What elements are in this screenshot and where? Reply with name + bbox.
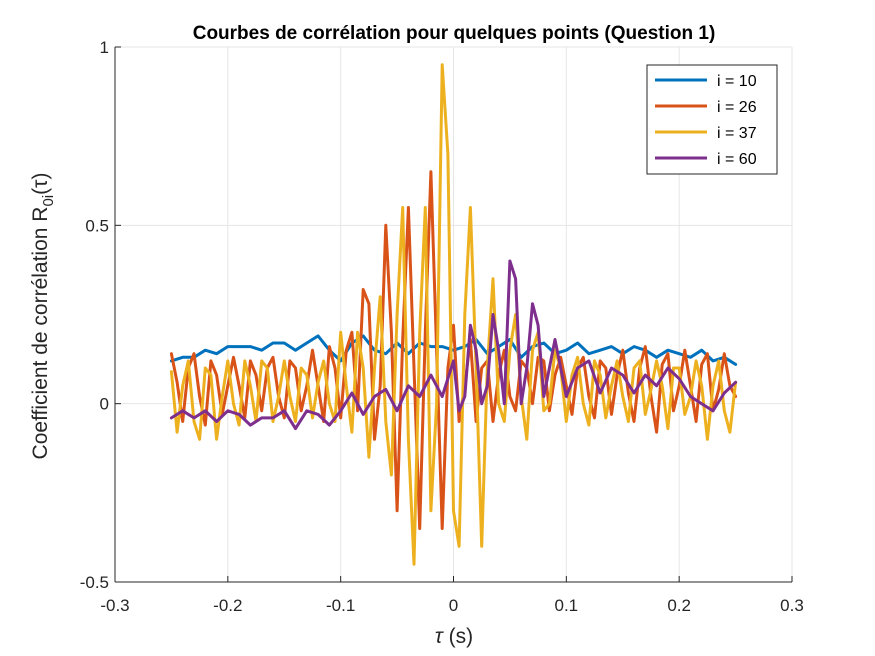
series-line-4 — [169, 259, 738, 431]
legend-label: i = 10 — [717, 73, 757, 90]
axes: -0.3 -0.2 -0.1 0 0.1 0.2 0.3 -0.5 0 0.5 1 — [80, 38, 804, 615]
series-lines — [169, 63, 738, 566]
x-axis-symbol: τ — [435, 625, 444, 648]
y-axis-label-suffix: (τ) — [29, 173, 52, 195]
chart-title: Courbes de corrélation pour quelques poi… — [193, 23, 716, 44]
x-tick-label: -0.2 — [213, 596, 242, 615]
y-axis-label-subscript: 0i — [40, 195, 57, 207]
y-tick-label: 0 — [100, 395, 109, 414]
x-tick-label: 0.3 — [780, 596, 804, 615]
x-axis-label: τ (s) — [435, 625, 473, 648]
x-tick-label: 0.2 — [667, 596, 691, 615]
legend-label: i = 37 — [717, 125, 757, 142]
x-tick-label: -0.1 — [326, 596, 355, 615]
x-tick-label: 0.1 — [555, 596, 579, 615]
y-tick-label: 1 — [100, 38, 109, 57]
legend-label: i = 26 — [717, 99, 757, 116]
legend-box — [646, 64, 778, 175]
x-tick-label: 0 — [449, 596, 458, 615]
x-tick-label: -0.3 — [100, 596, 129, 615]
y-axis-label-main: Coefficient de corrélation R — [29, 207, 52, 460]
x-axis-unit: (s) — [443, 625, 473, 648]
y-tick-label: -0.5 — [80, 573, 109, 592]
series-line-2 — [169, 170, 738, 530]
legend: i = 10 i = 26 i = 37 i = 60 — [646, 64, 778, 175]
y-axis-label: Coefficient de corrélation R0i(τ) — [29, 173, 57, 460]
y-tick-label: 0.5 — [85, 216, 109, 235]
legend-label: i = 60 — [717, 151, 757, 168]
